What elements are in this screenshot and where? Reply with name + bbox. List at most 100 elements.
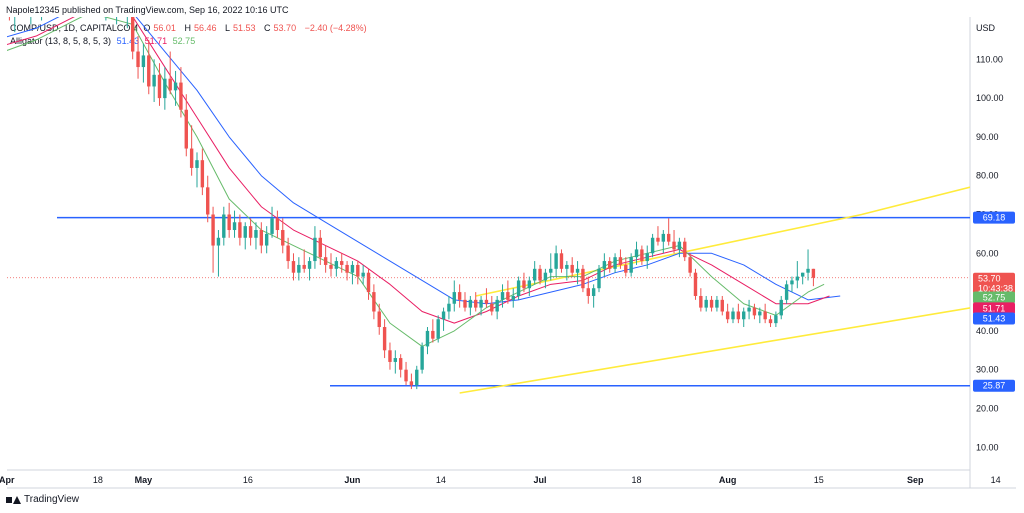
candle xyxy=(500,284,505,308)
jaw-value: 51.43 xyxy=(116,36,140,46)
candle xyxy=(554,245,558,277)
candle-body xyxy=(398,358,403,370)
candle-body xyxy=(163,78,167,99)
candle xyxy=(474,292,478,312)
candle xyxy=(345,261,349,281)
candle-body xyxy=(184,109,188,149)
candle-body xyxy=(356,264,360,277)
candle-body xyxy=(126,5,129,13)
candle xyxy=(83,0,86,13)
candle xyxy=(420,342,424,374)
candle xyxy=(591,284,596,308)
plot-area xyxy=(7,0,970,394)
alligator-price-label: 51.43 xyxy=(973,312,1015,325)
candle-body xyxy=(527,280,532,289)
publish-header: Napole12345 published on TradingView.com… xyxy=(6,5,289,15)
candle xyxy=(211,206,215,273)
candle-body xyxy=(543,272,548,281)
candle xyxy=(398,354,403,378)
candle xyxy=(795,261,800,289)
candle xyxy=(629,253,633,277)
time-tick-label: 14 xyxy=(991,475,1001,485)
candle xyxy=(506,280,510,304)
candle xyxy=(656,226,660,246)
candle-body xyxy=(495,299,499,312)
candle-body xyxy=(152,74,156,87)
candle-body xyxy=(206,187,210,215)
price-tick-label: 60.00 xyxy=(976,248,999,258)
candle xyxy=(516,276,521,300)
time-tick-label: 16 xyxy=(243,475,253,485)
candle-body xyxy=(784,284,789,300)
candle xyxy=(157,63,162,106)
candle-body xyxy=(147,55,151,87)
candle-body xyxy=(720,299,724,312)
candle-body xyxy=(452,292,456,304)
candle-body xyxy=(366,272,371,293)
alligator-teeth-line xyxy=(7,17,830,324)
candle xyxy=(179,67,183,118)
candle-body xyxy=(270,218,274,234)
candle xyxy=(763,303,767,324)
candle-body xyxy=(361,272,365,277)
ohlc-high: H 56.46 xyxy=(184,23,219,33)
candle xyxy=(99,0,102,9)
candle-body xyxy=(35,0,38,5)
candle xyxy=(126,5,129,29)
time-tick-label: 18 xyxy=(632,475,642,485)
candle xyxy=(323,245,328,273)
candle xyxy=(425,327,430,355)
candle xyxy=(24,0,27,13)
candle xyxy=(431,319,435,343)
candle xyxy=(581,264,585,293)
price-axis-unit: USD xyxy=(976,23,996,33)
price-tick-label: 20.00 xyxy=(976,404,999,414)
last-price-value: 53.70 xyxy=(978,274,1001,284)
candle-body xyxy=(115,1,118,9)
candle-body xyxy=(313,237,317,262)
candle-body xyxy=(640,249,644,262)
candle-body xyxy=(200,160,205,188)
channel-lower-line xyxy=(459,307,970,394)
candle xyxy=(93,0,96,17)
candle xyxy=(29,0,32,25)
candle-body xyxy=(227,214,231,231)
candle-body xyxy=(575,268,580,273)
candle xyxy=(222,206,226,246)
candle-body xyxy=(763,311,767,320)
candle-body xyxy=(436,319,440,339)
candle-body xyxy=(752,307,757,316)
candle-body xyxy=(699,295,703,308)
candle-body xyxy=(211,214,215,246)
candle xyxy=(527,276,532,296)
candle xyxy=(404,361,408,386)
candle-body xyxy=(742,311,746,320)
candle xyxy=(14,17,16,33)
candle xyxy=(130,17,135,60)
candle xyxy=(618,249,623,269)
candle-body xyxy=(420,346,424,370)
candle-body xyxy=(345,264,349,273)
brand-name: TradingView xyxy=(24,494,80,505)
candle xyxy=(264,226,269,254)
candle xyxy=(200,148,205,196)
candle-body xyxy=(318,237,322,258)
candle-body xyxy=(130,17,135,52)
indicator-name[interactable]: Alligator (13, 8, 5, 8, 5, 3) xyxy=(10,36,112,46)
candle-body xyxy=(618,257,623,265)
candle-body xyxy=(779,299,783,316)
price-tick-label: 90.00 xyxy=(976,132,999,142)
candle-body xyxy=(409,381,414,386)
candle xyxy=(586,276,590,304)
candle-body xyxy=(93,0,96,1)
symbol-name[interactable]: COMP/USD, 1D, CAPITALCOM xyxy=(10,23,138,33)
candle-body xyxy=(29,0,32,9)
candle xyxy=(18,0,21,17)
last-price-countdown: 10:43:38 xyxy=(978,284,1013,294)
candle xyxy=(195,152,199,188)
candle-body xyxy=(645,253,649,262)
close-label: C xyxy=(264,23,271,33)
candle-body xyxy=(254,230,258,238)
candle-body xyxy=(790,280,794,285)
